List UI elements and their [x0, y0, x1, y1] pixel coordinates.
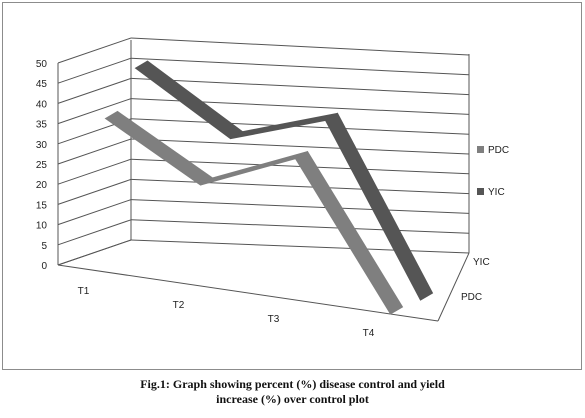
x-tick-label: T3 [268, 314, 280, 325]
ribbon-segment [230, 112, 338, 140]
legend-label: YIC [488, 187, 505, 198]
depth-axis-line [437, 252, 470, 322]
gridline-back [130, 239, 470, 254]
y-tick-label: 20 [36, 180, 48, 191]
ribbon-segment [324, 112, 434, 301]
gridlines [57, 37, 470, 266]
figure-caption: Fig.1: Graph showing percent (%) disease… [0, 377, 585, 407]
y-tick-label: 35 [36, 120, 48, 131]
depth-axis-ticks: YIC PDC [461, 257, 490, 303]
gridline-left [57, 98, 132, 125]
chart-plot: 0 5 10 15 20 25 30 35 40 45 50 T1 T2 T3 T4 YIC PDC PDC… [36, 37, 509, 339]
y-tick-label: 40 [36, 99, 48, 110]
series-pdc [104, 110, 404, 315]
y-tick-label: 45 [36, 79, 48, 90]
gridline-back [130, 118, 470, 135]
x-tick-label: T4 [363, 328, 375, 339]
gridline-back [130, 138, 470, 155]
series-yic [134, 60, 434, 301]
gridline-left [57, 77, 132, 104]
gridline-left [57, 138, 132, 165]
legend-swatch [477, 146, 484, 153]
chart-frame: 0 5 10 15 20 25 30 35 40 45 50 T1 T2 T3 T4 YIC PDC PDC… [2, 2, 582, 370]
legend: PDC YIC [477, 145, 509, 198]
caption-line-2: increase (%) over control plot [216, 392, 369, 406]
caption-line-1: Fig.1: Graph showing percent (%) disease… [140, 377, 445, 391]
gridline-back [130, 57, 470, 76]
gridline-left [57, 178, 132, 205]
x-tick-label: T2 [173, 300, 185, 311]
gridline-back [130, 199, 470, 214]
depth-axis-left [57, 239, 132, 266]
gridline-back [130, 219, 470, 234]
y-tick-label: 0 [41, 261, 47, 272]
x-axis-ticks: T1 T2 T3 T4 [78, 286, 375, 339]
ribbon-segment [294, 150, 404, 315]
y-tick-label: 15 [36, 200, 48, 211]
ribbon-segment [104, 110, 214, 186]
axes [57, 63, 470, 322]
y-tick-label: 50 [36, 59, 48, 70]
gridline-left [57, 219, 132, 246]
gridline-left [57, 57, 132, 84]
gridline-back [130, 178, 470, 195]
ribbon-segment [200, 151, 308, 186]
y-tick-label: 5 [41, 241, 47, 252]
gridline-back [130, 77, 470, 96]
depth-tick-label: YIC [473, 257, 490, 268]
series-ribbons [104, 60, 434, 315]
gridline-back [130, 37, 470, 56]
y-tick-label: 30 [36, 140, 48, 151]
legend-swatch [477, 188, 484, 195]
x-axis-line [57, 264, 439, 322]
gridline-left [57, 37, 132, 64]
depth-tick-label: PDC [461, 292, 482, 303]
gridline-left [57, 199, 132, 226]
gridline-left [57, 158, 132, 185]
y-tick-label: 25 [36, 160, 48, 171]
legend-label: PDC [488, 145, 509, 156]
y-axis-ticks: 0 5 10 15 20 25 30 35 40 45 50 [36, 59, 48, 272]
x-tick-label: T1 [78, 286, 90, 297]
y-tick-label: 10 [36, 221, 48, 232]
